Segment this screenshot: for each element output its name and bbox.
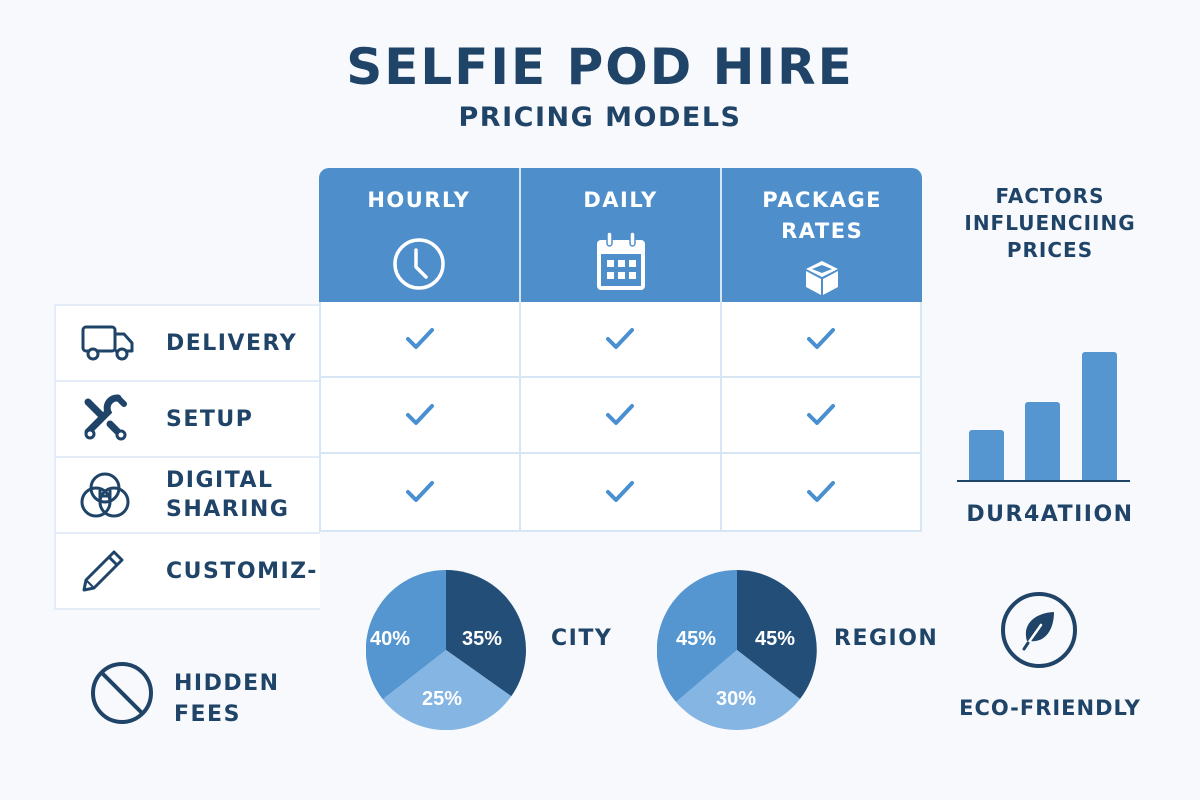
column-package-rates: PACKAGE RATES bbox=[722, 168, 922, 302]
pie-graphic bbox=[365, 569, 526, 731]
feature-label: SETUP bbox=[166, 406, 254, 432]
city-pie-chart: 40% 35% 25% bbox=[365, 569, 526, 731]
table-cell bbox=[722, 302, 920, 376]
table-cell bbox=[722, 454, 920, 530]
bar-3 bbox=[1082, 352, 1117, 480]
feature-label: CUSTOMIZ- bbox=[166, 558, 318, 584]
chart-baseline bbox=[957, 480, 1130, 482]
hidden-fees-line1: HIDDEN bbox=[174, 671, 280, 696]
column-label: HOURLY bbox=[367, 188, 471, 212]
column-hourly: HOURLY bbox=[319, 168, 521, 302]
feature-label: DELIVERY bbox=[166, 330, 298, 356]
city-label: CITY bbox=[551, 626, 613, 651]
region-label: REGION bbox=[834, 626, 939, 651]
wrench-screwdriver-icon bbox=[84, 394, 127, 441]
pie-label: 40% bbox=[370, 628, 411, 650]
eco-friendly-label: ECO-FRIENDLY bbox=[959, 696, 1141, 720]
table-cell bbox=[521, 454, 722, 530]
hidden-fees-line2: FEES bbox=[174, 702, 241, 727]
hidden-fees-label: HIDDEN FEES bbox=[174, 668, 280, 730]
pie-label: 45% bbox=[676, 628, 717, 650]
check-icon bbox=[806, 481, 835, 502]
factors-title-line2: INFLUENCIING bbox=[964, 211, 1136, 235]
factors-title-line3: PRICES bbox=[1006, 238, 1094, 262]
truck-icon bbox=[81, 325, 134, 361]
feature-row-delivery: DELIVERY bbox=[56, 306, 320, 382]
table-cell bbox=[321, 302, 522, 376]
duration-bar-chart bbox=[957, 340, 1132, 482]
region-pie-chart: 45% 45% 30% bbox=[656, 569, 817, 730]
column-label: DAILY bbox=[583, 188, 658, 212]
pencil-icon bbox=[82, 550, 124, 592]
feature-label-line1: DIGITAL bbox=[166, 468, 274, 493]
check-icon bbox=[806, 328, 835, 349]
table-cell bbox=[722, 378, 920, 452]
feature-row-digital-sharing: DIGITAL SHARING bbox=[56, 458, 320, 534]
table-row bbox=[321, 378, 920, 454]
feature-label-line2: SHARING bbox=[166, 497, 290, 522]
table-row bbox=[321, 454, 920, 530]
share-circles-icon bbox=[80, 472, 130, 518]
pie-label: 35% bbox=[462, 628, 503, 650]
column-daily: DAILY bbox=[521, 168, 723, 302]
page-title: SELFIE POD HIRE bbox=[346, 38, 854, 96]
pricing-table-header: HOURLY DAILY PACKAGE RATES bbox=[319, 168, 922, 302]
prohibited-icon bbox=[91, 662, 153, 724]
pricing-table-body bbox=[319, 302, 922, 532]
pie-label: 25% bbox=[422, 688, 463, 710]
pie-label: 45% bbox=[755, 628, 796, 650]
pie-graphic bbox=[656, 569, 817, 730]
clock-icon bbox=[393, 238, 445, 290]
leaf-icon bbox=[1001, 592, 1077, 668]
check-icon bbox=[606, 328, 635, 349]
feature-row-customization: CUSTOMIZ- bbox=[56, 534, 320, 608]
bar-2 bbox=[1025, 402, 1060, 480]
table-cell bbox=[321, 454, 522, 530]
duration-label: DUR4ATIION bbox=[966, 502, 1134, 527]
check-icon bbox=[406, 328, 435, 349]
page-subtitle: PRICING MODELS bbox=[458, 102, 742, 133]
pie-label: 30% bbox=[716, 688, 757, 710]
bar-1 bbox=[969, 430, 1004, 480]
feature-row-setup: SETUP bbox=[56, 382, 320, 458]
calendar-icon bbox=[596, 231, 645, 290]
factors-title: FACTORS INFLUENCIING PRICES bbox=[950, 183, 1150, 264]
column-label: PACKAGE RATES bbox=[722, 185, 922, 247]
table-cell bbox=[521, 302, 722, 376]
feature-list: DELIVERY SETUP DIGITAL SHARING bbox=[54, 304, 320, 610]
factors-title-line1: FACTORS bbox=[995, 184, 1105, 208]
check-icon bbox=[806, 404, 835, 425]
check-icon bbox=[406, 404, 435, 425]
table-cell bbox=[321, 378, 522, 452]
check-icon bbox=[606, 481, 635, 502]
check-icon bbox=[406, 481, 435, 502]
feature-label: DIGITAL SHARING bbox=[166, 466, 289, 524]
column-label-line1: PACKAGE bbox=[762, 188, 883, 212]
check-icon bbox=[606, 404, 635, 425]
table-row bbox=[321, 302, 920, 378]
column-label-line2: RATES bbox=[781, 219, 864, 243]
table-cell bbox=[521, 378, 722, 452]
box-icon bbox=[806, 261, 839, 295]
